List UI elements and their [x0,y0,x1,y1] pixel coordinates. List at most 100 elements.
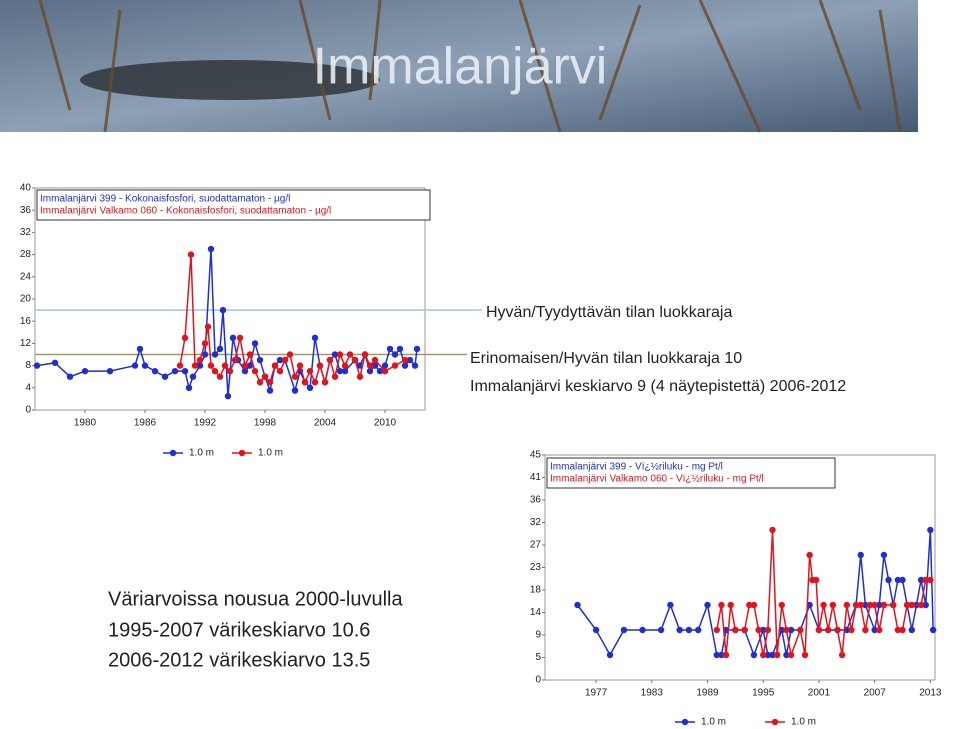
data-point [812,576,820,584]
data-point [331,351,339,358]
data-point [834,626,841,634]
legend-depth: 1.0 m [791,717,816,728]
data-point [246,351,254,358]
data-point [917,601,925,609]
x-tick-label: 1992 [194,418,217,429]
data-point [381,362,389,369]
data-point [899,626,906,634]
data-point [266,387,274,394]
data-point [231,356,239,364]
data-point [769,526,776,534]
data-point [181,367,189,375]
data-point [894,626,902,634]
data-point [216,373,224,380]
data-point [341,362,349,369]
y-tick-label: 45 [530,450,542,461]
data-point [51,359,59,367]
data-point [136,345,144,353]
data-point [676,626,683,634]
y-tick-label: 16 [20,316,32,327]
data-point [185,384,193,391]
data-point [876,601,883,609]
data-point [386,345,394,353]
data-point [411,362,419,369]
data-point [876,626,883,634]
data-point [857,551,864,559]
data-point [825,626,832,634]
data-point [685,626,693,634]
x-tick-label: 1989 [696,688,719,699]
data-point [903,601,911,609]
data-point [927,526,934,534]
data-point [899,576,906,584]
data-point [316,362,324,369]
data-point [361,351,369,358]
data-point [241,367,249,375]
data-point [291,387,299,394]
data-point [732,626,739,634]
x-tick-label: 2007 [864,688,887,699]
data-point [276,367,284,375]
data-point [356,373,364,380]
data-point [574,601,581,609]
data-point [413,345,421,353]
banner: Immalanjärvi [0,0,918,133]
data-point [271,362,279,369]
y-tick-label: 0 [535,675,541,686]
x-tick-label: 1986 [134,418,157,429]
data-point [843,601,850,609]
data-point [787,651,795,659]
data-point [241,362,249,369]
data-point [341,367,349,375]
x-tick-label: 1998 [254,418,277,429]
data-point [246,362,254,369]
legend-depth: 1.0 m [258,448,283,459]
data-point [221,362,229,369]
data-point [281,356,289,364]
data-point [33,362,41,369]
reference-label: Hyvän/Tyydyttävän tilan luokkaraja [486,304,732,321]
data-point [871,601,878,609]
y-tick-label: 20 [20,294,32,305]
data-point [862,601,869,609]
data-point [820,601,827,609]
legend-marker [681,718,689,726]
data-point [406,356,414,364]
data-point [713,651,720,659]
data-point [787,626,795,634]
annotation: Immalanjärvi keskiarvo 9 (4 näytepistett… [470,378,846,395]
data-point [639,626,646,634]
legend-depth: 1.0 m [189,448,214,459]
y-tick-label: 18 [530,585,542,596]
x-tick-label: 2001 [808,688,831,699]
data-point [806,551,813,559]
data-point [321,379,329,386]
data-point [296,362,304,369]
data-point [741,626,748,634]
y-tick-label: 27 [530,540,542,551]
data-point [301,379,309,386]
y-tick-label: 5 [535,652,541,663]
data-point [336,351,344,358]
data-point [922,601,929,609]
data-point [331,373,339,380]
data-point [815,626,823,634]
x-tick-label: 1995 [752,688,775,699]
data-point [187,251,195,258]
data-point [592,626,600,634]
data-point [755,626,762,634]
data-point [291,373,299,380]
data-point [256,379,264,386]
data-point [760,626,767,634]
data-point [201,351,209,358]
data-point [401,356,409,364]
y-tick-label: 32 [20,227,32,238]
data-point [838,651,846,659]
data-point [371,356,379,364]
data-point [276,356,284,364]
data-point [908,601,915,609]
data-point [396,345,404,353]
legend-label: Immalanjärvi 399 - Kokonaisfosfori, suod… [40,194,290,205]
data-point [216,345,224,353]
y-tick-label: 12 [20,338,32,349]
